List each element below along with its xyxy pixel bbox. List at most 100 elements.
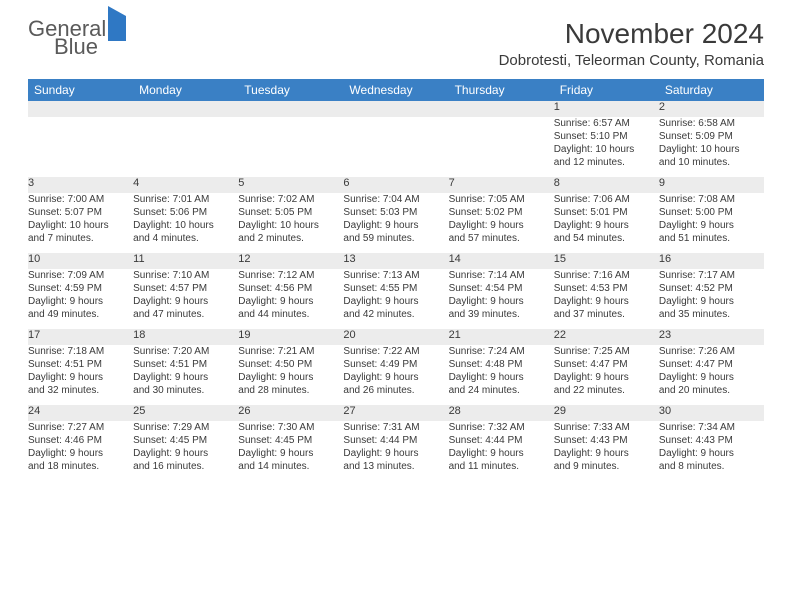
calendar-table: Sunday Monday Tuesday Wednesday Thursday… xyxy=(28,79,764,481)
day-content-cell xyxy=(28,117,133,177)
daylight-text: and 18 minutes. xyxy=(28,460,133,473)
daylight-text: and 12 minutes. xyxy=(554,156,659,169)
sunset-text: Sunset: 4:52 PM xyxy=(659,282,764,295)
day-content-cell xyxy=(133,117,238,177)
sunrise-text: Sunrise: 7:30 AM xyxy=(238,421,343,434)
sunrise-text: Sunrise: 7:00 AM xyxy=(28,193,133,206)
sunset-text: Sunset: 5:09 PM xyxy=(659,130,764,143)
day-header: Thursday xyxy=(449,79,554,101)
day-content-cell: Sunrise: 7:08 AMSunset: 5:00 PMDaylight:… xyxy=(659,193,764,253)
day-content-cell: Sunrise: 7:17 AMSunset: 4:52 PMDaylight:… xyxy=(659,269,764,329)
daylight-text: Daylight: 9 hours xyxy=(343,447,448,460)
sunrise-text: Sunrise: 7:02 AM xyxy=(238,193,343,206)
daylight-text: and 32 minutes. xyxy=(28,384,133,397)
day-content-row: Sunrise: 7:18 AMSunset: 4:51 PMDaylight:… xyxy=(28,345,764,405)
day-content-cell: Sunrise: 7:27 AMSunset: 4:46 PMDaylight:… xyxy=(28,421,133,481)
day-header: Sunday xyxy=(28,79,133,101)
daylight-text: Daylight: 9 hours xyxy=(28,447,133,460)
daylight-text: Daylight: 10 hours xyxy=(659,143,764,156)
day-content-cell: Sunrise: 7:12 AMSunset: 4:56 PMDaylight:… xyxy=(238,269,343,329)
sunrise-text: Sunrise: 7:21 AM xyxy=(238,345,343,358)
sunrise-text: Sunrise: 7:32 AM xyxy=(449,421,554,434)
sunset-text: Sunset: 4:44 PM xyxy=(343,434,448,447)
sunrise-text: Sunrise: 7:33 AM xyxy=(554,421,659,434)
sunrise-text: Sunrise: 6:57 AM xyxy=(554,117,659,130)
daylight-text: and 39 minutes. xyxy=(449,308,554,321)
day-content-cell xyxy=(449,117,554,177)
daylight-text: Daylight: 9 hours xyxy=(133,447,238,460)
calendar-body: 12Sunrise: 6:57 AMSunset: 5:10 PMDayligh… xyxy=(28,101,764,481)
day-content-cell: Sunrise: 7:09 AMSunset: 4:59 PMDaylight:… xyxy=(28,269,133,329)
sunrise-text: Sunrise: 7:29 AM xyxy=(133,421,238,434)
day-number-cell: 19 xyxy=(238,329,343,345)
day-content-cell: Sunrise: 7:25 AMSunset: 4:47 PMDaylight:… xyxy=(554,345,659,405)
sunset-text: Sunset: 4:43 PM xyxy=(659,434,764,447)
sunset-text: Sunset: 4:57 PM xyxy=(133,282,238,295)
day-number-cell: 7 xyxy=(449,177,554,193)
day-number-cell: 2 xyxy=(659,101,764,117)
logo: General Blue xyxy=(28,18,126,58)
daylight-text: and 20 minutes. xyxy=(659,384,764,397)
day-content-cell: Sunrise: 7:24 AMSunset: 4:48 PMDaylight:… xyxy=(449,345,554,405)
daylight-text: Daylight: 10 hours xyxy=(133,219,238,232)
daylight-text: and 47 minutes. xyxy=(133,308,238,321)
sunrise-text: Sunrise: 7:25 AM xyxy=(554,345,659,358)
day-content-cell: Sunrise: 7:04 AMSunset: 5:03 PMDaylight:… xyxy=(343,193,448,253)
sunrise-text: Sunrise: 7:16 AM xyxy=(554,269,659,282)
sunset-text: Sunset: 5:06 PM xyxy=(133,206,238,219)
day-header: Tuesday xyxy=(238,79,343,101)
day-number-cell: 3 xyxy=(28,177,133,193)
day-content-cell: Sunrise: 7:06 AMSunset: 5:01 PMDaylight:… xyxy=(554,193,659,253)
day-number-cell: 28 xyxy=(449,405,554,421)
sunset-text: Sunset: 4:47 PM xyxy=(659,358,764,371)
daylight-text: and 59 minutes. xyxy=(343,232,448,245)
daylight-text: and 37 minutes. xyxy=(554,308,659,321)
daylight-text: and 24 minutes. xyxy=(449,384,554,397)
day-number-cell xyxy=(238,101,343,117)
day-header: Monday xyxy=(133,79,238,101)
daylight-text: and 28 minutes. xyxy=(238,384,343,397)
daylight-text: and 11 minutes. xyxy=(449,460,554,473)
day-content-cell: Sunrise: 7:00 AMSunset: 5:07 PMDaylight:… xyxy=(28,193,133,253)
sunrise-text: Sunrise: 7:09 AM xyxy=(28,269,133,282)
day-content-cell: Sunrise: 7:33 AMSunset: 4:43 PMDaylight:… xyxy=(554,421,659,481)
day-content-cell: Sunrise: 7:34 AMSunset: 4:43 PMDaylight:… xyxy=(659,421,764,481)
location-subtitle: Dobrotesti, Teleorman County, Romania xyxy=(499,52,764,69)
sunrise-text: Sunrise: 7:26 AM xyxy=(659,345,764,358)
day-number-cell: 22 xyxy=(554,329,659,345)
daylight-text: Daylight: 9 hours xyxy=(238,371,343,384)
sunset-text: Sunset: 4:54 PM xyxy=(449,282,554,295)
logo-triangle-icon xyxy=(108,6,126,41)
calendar-head: Sunday Monday Tuesday Wednesday Thursday… xyxy=(28,79,764,101)
sunset-text: Sunset: 4:45 PM xyxy=(133,434,238,447)
sunset-text: Sunset: 4:50 PM xyxy=(238,358,343,371)
day-number-cell: 5 xyxy=(238,177,343,193)
month-title: November 2024 xyxy=(499,18,764,50)
daylight-text: Daylight: 9 hours xyxy=(554,447,659,460)
day-number-row: 24252627282930 xyxy=(28,405,764,421)
daylight-text: Daylight: 10 hours xyxy=(238,219,343,232)
daylight-text: and 22 minutes. xyxy=(554,384,659,397)
sunrise-text: Sunrise: 7:06 AM xyxy=(554,193,659,206)
day-header: Saturday xyxy=(659,79,764,101)
sunrise-text: Sunrise: 7:12 AM xyxy=(238,269,343,282)
daylight-text: and 30 minutes. xyxy=(133,384,238,397)
daylight-text: and 10 minutes. xyxy=(659,156,764,169)
day-number-cell: 23 xyxy=(659,329,764,345)
day-number-cell: 4 xyxy=(133,177,238,193)
day-number-cell: 6 xyxy=(343,177,448,193)
sunrise-text: Sunrise: 7:08 AM xyxy=(659,193,764,206)
daylight-text: Daylight: 9 hours xyxy=(133,371,238,384)
day-number-cell: 18 xyxy=(133,329,238,345)
day-number-cell: 30 xyxy=(659,405,764,421)
sunrise-text: Sunrise: 7:20 AM xyxy=(133,345,238,358)
daylight-text: and 51 minutes. xyxy=(659,232,764,245)
sunset-text: Sunset: 4:46 PM xyxy=(28,434,133,447)
day-header: Wednesday xyxy=(343,79,448,101)
day-number-cell: 25 xyxy=(133,405,238,421)
sunrise-text: Sunrise: 7:24 AM xyxy=(449,345,554,358)
daylight-text: and 54 minutes. xyxy=(554,232,659,245)
daylight-text: and 9 minutes. xyxy=(554,460,659,473)
daylight-text: and 44 minutes. xyxy=(238,308,343,321)
sunset-text: Sunset: 5:01 PM xyxy=(554,206,659,219)
